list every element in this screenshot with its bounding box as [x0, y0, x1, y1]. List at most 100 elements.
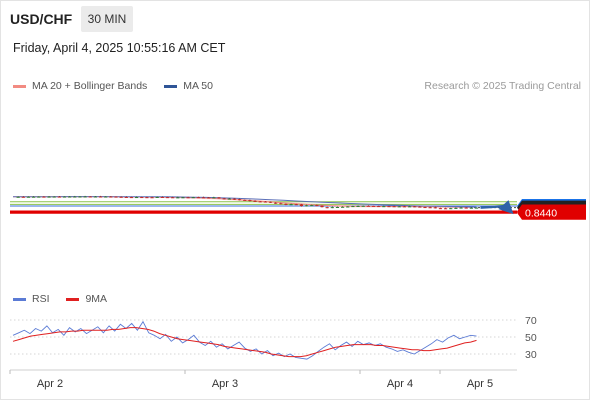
candle-body	[428, 207, 432, 209]
candle-body	[418, 206, 422, 208]
candle-body	[150, 197, 154, 199]
main-legend: MA 20 + Bollinger Bands MA 50	[13, 80, 227, 92]
symbol-title: USD/CHF	[10, 11, 73, 27]
candle-body	[68, 196, 72, 198]
candle-body	[196, 197, 200, 199]
candle-body	[104, 196, 108, 198]
candle-body	[171, 197, 175, 199]
candle-body	[459, 207, 463, 209]
candle-body	[289, 204, 293, 206]
candle-body	[207, 197, 211, 199]
candle-body	[57, 196, 61, 198]
candles	[16, 195, 479, 210]
candle-body	[299, 204, 303, 207]
candle-body	[464, 207, 468, 209]
forecast-arrow-head	[498, 200, 514, 215]
candle-body	[140, 197, 144, 199]
candle-body	[356, 205, 360, 207]
candle-body	[26, 196, 31, 198]
candle-body	[62, 196, 67, 198]
rsi-level-label: 70	[525, 315, 537, 327]
candle-body	[109, 196, 113, 198]
candle-body	[320, 205, 324, 208]
candle-body	[351, 206, 355, 208]
x-tick-label: Apr 2	[37, 378, 63, 390]
candle-body	[284, 203, 288, 205]
candle-body	[274, 202, 278, 204]
candle-body	[160, 196, 164, 198]
research-credit: Research © 2025 Trading Central	[424, 80, 581, 92]
candle-body	[263, 201, 267, 203]
candle-body	[222, 198, 226, 200]
candle-body	[98, 196, 103, 198]
price-tag-support	[517, 205, 586, 220]
candle-body	[294, 204, 298, 206]
candle-body	[73, 196, 77, 198]
candle-body	[21, 196, 25, 198]
candle-body	[335, 207, 340, 209]
candle-body	[88, 196, 92, 198]
timeframe-button[interactable]: 30 MIN	[81, 6, 133, 32]
candle-body	[243, 199, 247, 201]
candle-body	[397, 206, 401, 208]
candle-body	[78, 196, 82, 198]
candle-body	[181, 197, 185, 199]
candle-body	[201, 197, 206, 199]
candle-body	[433, 207, 437, 209]
rsi-line	[12, 320, 477, 360]
candle-body	[232, 198, 237, 200]
candle-body	[16, 196, 20, 198]
candle-body	[392, 206, 396, 208]
candle-body	[361, 205, 365, 207]
rsi-level-label: 30	[525, 349, 537, 361]
candle-body	[310, 205, 314, 207]
candle-body	[135, 197, 139, 199]
x-tick-label: Apr 3	[212, 378, 238, 390]
candle-body	[469, 207, 473, 209]
candle-body	[238, 199, 242, 201]
x-tick-label: Apr 5	[467, 378, 493, 390]
candle-body	[341, 206, 345, 208]
candle-body	[268, 201, 273, 203]
candle-body	[32, 196, 36, 198]
candle-body	[407, 206, 412, 208]
candle-body	[129, 197, 134, 199]
candle-body	[304, 205, 309, 207]
x-tick-label: Apr 4	[387, 378, 413, 390]
chart-datetime: Friday, April 4, 2025 10:55:16 AM CET	[13, 41, 226, 55]
candle-body	[402, 206, 406, 208]
legend-item-rsi-ma: 9MA	[66, 293, 107, 305]
candle-body	[449, 208, 453, 210]
candle-body	[438, 208, 443, 210]
rsi-ma-line	[12, 327, 477, 358]
candle-body	[474, 207, 479, 209]
candle-body	[114, 196, 118, 198]
candle-body	[119, 196, 123, 198]
candle-body	[258, 201, 262, 203]
legend-item-rsi: RSI	[13, 293, 50, 305]
candle-body	[253, 200, 257, 202]
forecast-arrow	[480, 204, 505, 209]
candle-body	[387, 206, 391, 208]
candle-body	[124, 196, 128, 198]
candle-body	[93, 196, 97, 198]
candle-body	[186, 197, 190, 199]
rsi-legend: RSI 9MA	[13, 293, 121, 305]
candle-body	[444, 208, 448, 210]
candle-body	[423, 207, 427, 209]
candle-body	[155, 196, 159, 198]
candle-body	[330, 207, 334, 209]
candle-body	[47, 196, 51, 198]
candle-body	[382, 206, 386, 208]
candle-body	[176, 197, 180, 199]
candle-body	[248, 200, 252, 202]
candle-body	[325, 207, 329, 209]
candle-body	[42, 196, 46, 198]
candle-body	[377, 206, 381, 208]
candle-body	[83, 196, 87, 198]
candle-body	[346, 206, 350, 208]
legend-item-ma50: MA 50	[164, 80, 213, 92]
candle-body	[191, 197, 195, 199]
candle-body	[165, 197, 170, 199]
